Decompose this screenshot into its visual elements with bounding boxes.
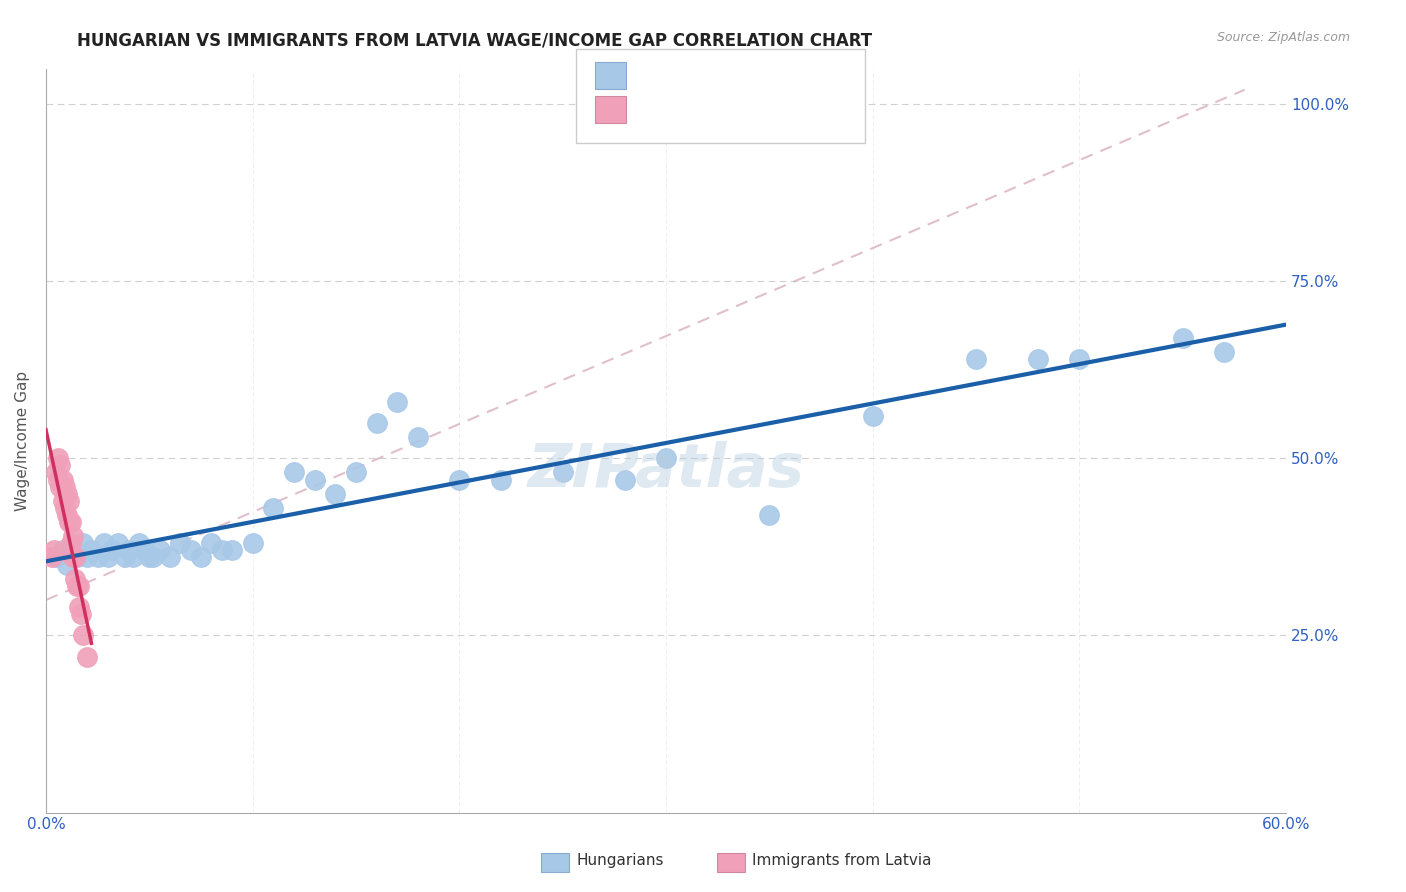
Point [121, 550, 143, 565]
Point [58, 493, 80, 508]
Point [59, 543, 82, 558]
Point [101, 543, 124, 558]
Point [283, 466, 305, 480]
Point [613, 473, 636, 487]
Point [114, 550, 136, 565]
Point [323, 486, 346, 500]
Point [304, 473, 326, 487]
Point [55, 486, 77, 500]
Point [45, 550, 67, 565]
Point [93, 536, 115, 550]
Point [262, 500, 284, 515]
Point [51, 493, 73, 508]
Point [49, 458, 72, 473]
Point [200, 536, 222, 550]
Point [62, 529, 84, 543]
Point [107, 536, 129, 550]
Point [134, 543, 156, 558]
Point [62, 550, 84, 565]
Point [59, 515, 82, 529]
Point [67, 600, 90, 615]
Text: ZIPatlas: ZIPatlas [527, 441, 804, 500]
Point [242, 536, 264, 550]
Point [138, 550, 160, 565]
Point [72, 628, 94, 642]
Text: Hungarians: Hungarians [576, 853, 664, 868]
Point [51, 473, 73, 487]
Point [1069, 352, 1091, 367]
Text: Immigrants from Latvia: Immigrants from Latvia [752, 853, 932, 868]
Point [142, 550, 165, 565]
Point [76, 649, 98, 664]
Point [63, 572, 86, 586]
Point [366, 416, 388, 430]
Point [149, 543, 172, 558]
Point [211, 543, 233, 558]
Point [70, 607, 93, 621]
Point [190, 550, 212, 565]
Point [489, 473, 512, 487]
Point [1171, 331, 1194, 345]
Point [86, 550, 108, 565]
Point [80, 543, 103, 558]
Text: N =: N = [745, 69, 792, 88]
Text: 49: 49 [792, 69, 821, 88]
Point [1026, 352, 1049, 367]
Point [48, 451, 70, 466]
Point [58, 515, 80, 529]
Point [59, 536, 82, 550]
Text: N =: N = [745, 103, 792, 122]
Point [72, 536, 94, 550]
Point [76, 550, 98, 565]
Point [551, 466, 574, 480]
Y-axis label: Wage/Income Gap: Wage/Income Gap [15, 370, 30, 510]
Point [180, 543, 202, 558]
Point [221, 543, 243, 558]
Point [406, 430, 429, 444]
Point [55, 508, 77, 522]
Text: 27: 27 [792, 103, 821, 122]
Point [862, 409, 884, 423]
Text: 0.602: 0.602 [686, 69, 745, 88]
Point [117, 543, 139, 558]
Point [41, 550, 63, 565]
Point [965, 352, 987, 367]
Text: 0.164: 0.164 [686, 103, 752, 122]
Point [97, 550, 120, 565]
Point [55, 558, 77, 572]
Point [758, 508, 780, 522]
Text: R =: R = [637, 103, 682, 122]
Point [53, 480, 76, 494]
Point [53, 500, 76, 515]
Point [51, 543, 73, 558]
Point [1213, 345, 1236, 359]
Point [655, 451, 678, 466]
Point [67, 579, 90, 593]
Point [159, 550, 181, 565]
Point [48, 473, 70, 487]
Point [45, 466, 67, 480]
Point [49, 480, 72, 494]
Point [63, 550, 86, 565]
Text: R =: R = [637, 69, 682, 88]
Point [66, 579, 89, 593]
Point [66, 550, 89, 565]
Point [169, 536, 191, 550]
Text: HUNGARIAN VS IMMIGRANTS FROM LATVIA WAGE/INCOME GAP CORRELATION CHART: HUNGARIAN VS IMMIGRANTS FROM LATVIA WAGE… [77, 31, 873, 49]
Point [387, 394, 409, 409]
Point [44, 543, 66, 558]
Point [344, 466, 367, 480]
Text: Source: ZipAtlas.com: Source: ZipAtlas.com [1216, 31, 1350, 45]
Point [128, 536, 150, 550]
Point [449, 473, 471, 487]
